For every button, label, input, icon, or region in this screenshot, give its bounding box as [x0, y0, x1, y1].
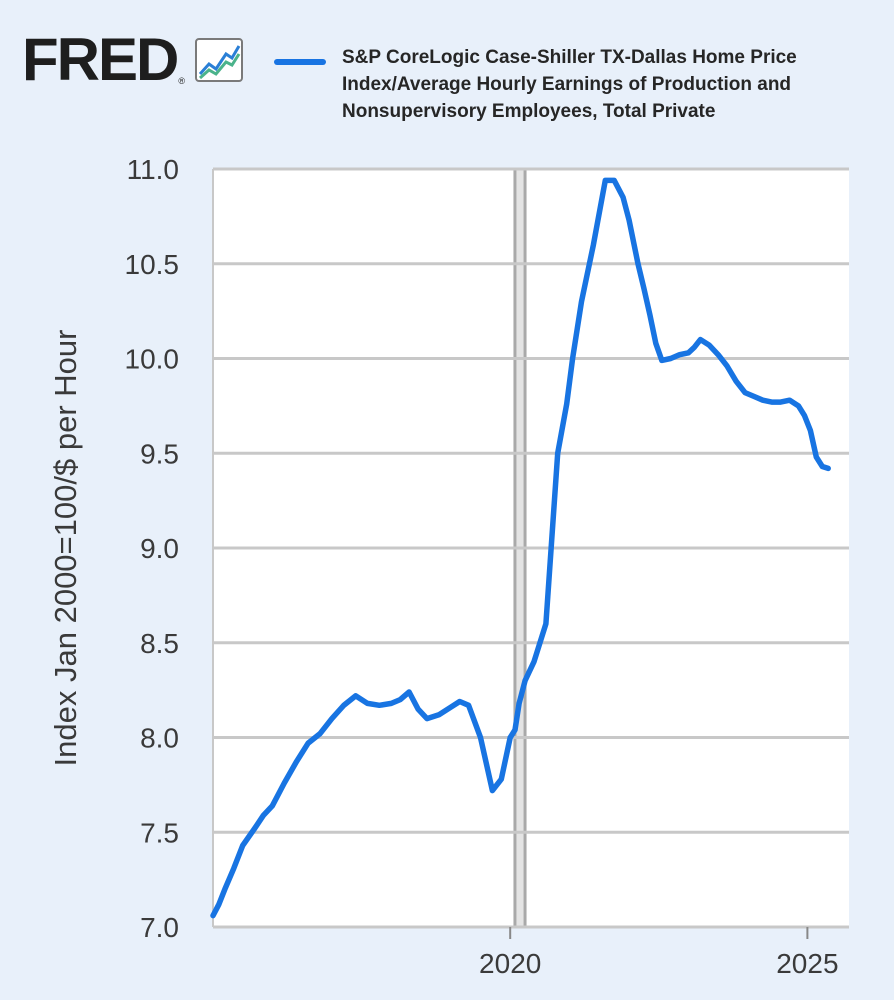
fred-logo-text: FRED — [22, 26, 179, 93]
fred-logo[interactable]: FRED ® — [22, 30, 243, 90]
y-tick-label: 7.0 — [140, 912, 179, 943]
y-axis-title: Index Jan 2000=100/$ per Hour — [48, 330, 83, 767]
legend-label: S&P CoreLogic Case-Shiller TX-Dallas Hom… — [342, 47, 797, 122]
y-tick-label: 9.0 — [140, 533, 179, 564]
legend-swatch — [274, 59, 326, 65]
y-tick-label: 8.0 — [140, 723, 179, 754]
x-tick-label: 2025 — [776, 948, 838, 979]
x-tick-label: 2020 — [479, 948, 541, 979]
y-tick-label: 8.5 — [140, 628, 179, 659]
chart-line-icon — [194, 38, 243, 87]
y-tick-label: 7.5 — [140, 817, 179, 848]
series-line — [210, 177, 831, 919]
y-tick-label: 11.0 — [127, 154, 179, 185]
y-tick-label: 9.5 — [140, 438, 179, 469]
registered-mark: ® — [178, 76, 185, 86]
chart-header: FRED ® S&P CoreLogic Case-Shiller TX-Dal… — [0, 0, 894, 150]
y-tick-label: 10.5 — [125, 249, 180, 280]
chart-legend: S&P CoreLogic Case-Shiller TX-Dallas Hom… — [274, 44, 874, 125]
y-tick-label: 10.0 — [125, 344, 180, 375]
